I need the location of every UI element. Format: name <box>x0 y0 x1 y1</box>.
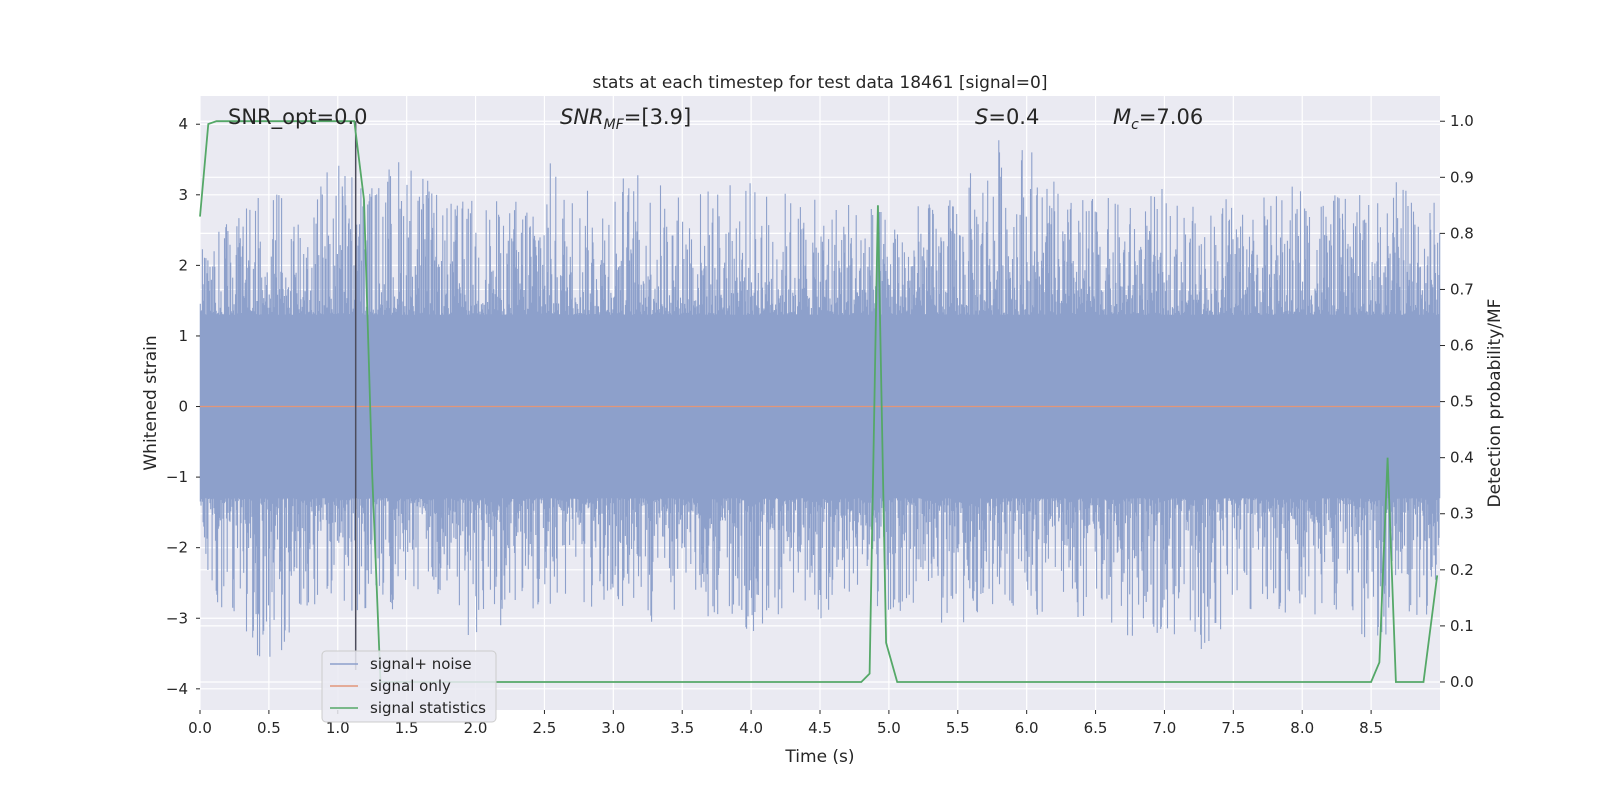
y-right-tick-label: 0.0 <box>1450 673 1474 691</box>
y-tick-label: 2 <box>178 256 188 274</box>
y-tick-label: −3 <box>166 609 188 627</box>
y-tick-label: −1 <box>166 468 188 486</box>
x-tick-label: 5.0 <box>877 719 901 737</box>
y-tick-labels: 4 3 2 1 0 −1 −2 −3 −4 <box>166 115 200 698</box>
y-tick-label: 1 <box>178 327 188 345</box>
y-axis-label: Whitened strain <box>141 335 161 470</box>
x-tick-label: 0.0 <box>188 719 212 737</box>
annotation-snr-opt: SNR_opt=0.0 <box>228 105 368 130</box>
y-right-tick-label: 0.4 <box>1450 449 1474 467</box>
x-tick-label: 8.5 <box>1359 719 1383 737</box>
x-tick-label: 7.5 <box>1221 719 1245 737</box>
y-tick-label: 0 <box>178 398 188 416</box>
x-tick-label: 3.5 <box>670 719 694 737</box>
legend-label-signal-only: signal only <box>370 677 451 695</box>
x-tick-label: 4.5 <box>808 719 832 737</box>
legend-label-signal-noise: signal+ noise <box>370 655 472 673</box>
annotation-snr-mf: SNRMF=[3.9] <box>560 105 691 133</box>
legend-label-signal-statistics: signal statistics <box>370 699 486 717</box>
annotation-s: S=0.4 <box>975 105 1039 129</box>
y-right-tick-label: 0.9 <box>1450 168 1474 186</box>
x-tick-label: 6.5 <box>1084 719 1108 737</box>
y-right-tick-labels: 1.0 0.9 0.8 0.7 0.6 0.5 0.4 0.3 0.2 0.1 0.0 <box>1440 112 1474 691</box>
y-right-tick-label: 0.1 <box>1450 617 1474 635</box>
x-tick-label: 6.0 <box>1015 719 1039 737</box>
legend: signal+ noise signal only signal statist… <box>322 651 496 722</box>
x-tick-label: 0.5 <box>257 719 281 737</box>
y-right-tick-label: 0.8 <box>1450 224 1474 242</box>
y-right-tick-label: 0.6 <box>1450 337 1474 355</box>
chart-title: stats at each timestep for test data 184… <box>593 73 1048 93</box>
x-tick-label: 7.0 <box>1153 719 1177 737</box>
y-tick-label: 4 <box>178 115 188 133</box>
x-tick-label: 2.5 <box>533 719 557 737</box>
x-tick-label: 5.5 <box>946 719 970 737</box>
y-right-tick-label: 0.5 <box>1450 393 1474 411</box>
annotation-mc: Mc=7.06 <box>1113 105 1203 133</box>
y-right-tick-label: 0.3 <box>1450 505 1474 523</box>
x-axis-label: Time (s) <box>784 747 854 767</box>
y-right-tick-label: 1.0 <box>1450 112 1474 130</box>
y-right-tick-label: 0.7 <box>1450 280 1474 298</box>
x-tick-label: 4.0 <box>739 719 763 737</box>
y-tick-label: −2 <box>166 539 188 557</box>
x-tick-label: 8.0 <box>1290 719 1314 737</box>
y-right-axis-label: Detection probability/MF <box>1485 299 1505 508</box>
x-tick-label: 3.0 <box>601 719 625 737</box>
y-tick-label: −4 <box>166 680 188 698</box>
y-tick-label: 3 <box>178 186 188 204</box>
y-right-tick-label: 0.2 <box>1450 561 1474 579</box>
